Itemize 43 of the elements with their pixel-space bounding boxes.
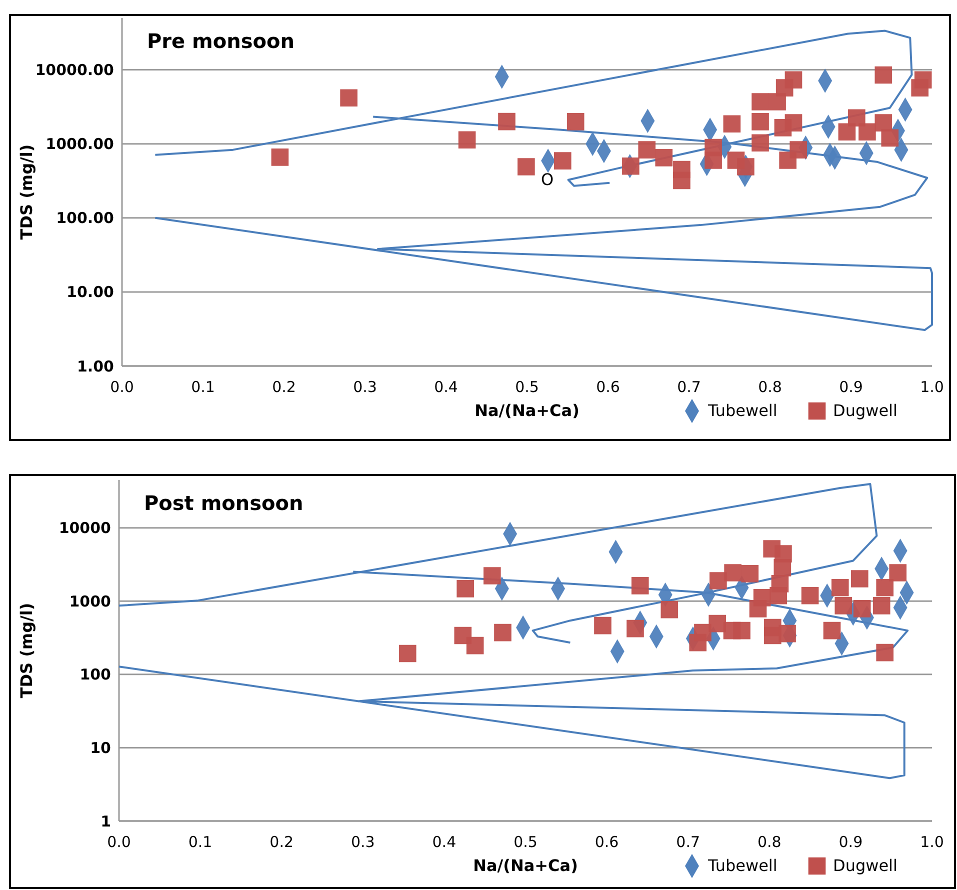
x-tick-label: 0.4 — [432, 833, 456, 851]
x-tick-label: 0.8 — [757, 833, 782, 851]
legend-label: Dugwell — [833, 856, 898, 875]
y-tick-label: 100 — [80, 666, 111, 684]
y-tick-label: 1000 — [69, 592, 111, 610]
y-tick-label: 10000.00 — [35, 61, 114, 80]
y-tick-label: 1.00 — [76, 357, 114, 376]
x-tick-label: 0.4 — [434, 378, 458, 396]
y-axis-title: TDS (mg/l) — [17, 144, 36, 240]
legend-label: Tubewell — [707, 401, 778, 420]
x-tick-label: 0.9 — [838, 833, 863, 851]
x-tick-label: 0.7 — [677, 378, 701, 396]
x-tick-label: 0.1 — [188, 833, 212, 851]
y-tick-label: 1000.00 — [46, 135, 114, 154]
legend-label: Dugwell — [833, 401, 898, 420]
text: Pre monsoon — [147, 29, 294, 53]
x-tick-label: 0.8 — [758, 378, 782, 396]
y-tick-label: 100.00 — [56, 209, 114, 228]
x-tick-label: 0.6 — [596, 378, 620, 396]
annotation: O — [540, 170, 554, 190]
x-tick-label: 0.6 — [594, 833, 619, 851]
y-axis-title: TDS (mg/l) — [17, 602, 36, 698]
x-tick-label: 0.2 — [272, 378, 296, 396]
x-tick-label: 0.5 — [514, 833, 538, 851]
x-tick-label: 0.0 — [110, 378, 134, 396]
y-tick-label: 10 — [90, 738, 111, 757]
x-tick-label: 0.5 — [515, 378, 539, 396]
x-tick-label: 1.0 — [920, 833, 944, 851]
text: Post monsoon — [144, 491, 304, 515]
x-tick-label: 0.7 — [676, 833, 700, 851]
x-tick-label: 0.2 — [270, 833, 294, 851]
y-tick-label: 10.00 — [66, 283, 114, 302]
x-tick-label: 0.9 — [839, 378, 863, 396]
x-tick-label: 0.0 — [107, 833, 131, 851]
legend-label: Tubewell — [707, 856, 778, 875]
x-tick-label: 0.3 — [353, 378, 377, 396]
x-tick-label: 1.0 — [920, 378, 944, 396]
x-tick-label: 0.1 — [191, 378, 215, 396]
x-axis-title: Na/(Na+Ca) — [473, 856, 578, 875]
y-tick-label: 1 — [100, 812, 111, 830]
y-tick-label: 10000 — [58, 519, 111, 538]
x-tick-label: 0.3 — [350, 833, 375, 851]
x-axis-title: Na/(Na+Ca) — [474, 401, 580, 420]
